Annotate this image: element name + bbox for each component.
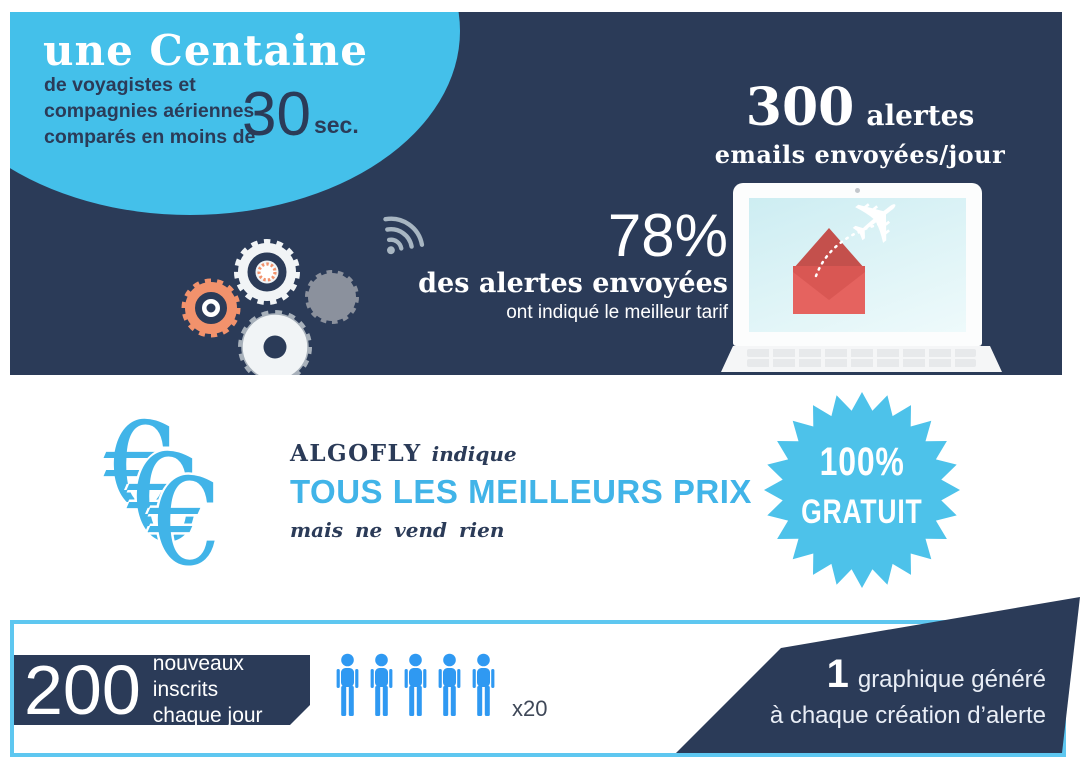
free-badge: 100% GRATUIT [762, 390, 962, 590]
algofly-message: ALGOFLY indique TOUS LES MEILLEURS PRIX … [290, 440, 752, 542]
stat-30-value: 30 [242, 80, 311, 149]
graph-line1: graphique généré [857, 666, 1046, 693]
stat-300-alerts: 300 alertes emails envoyées/jour [700, 77, 1020, 170]
euro-icon: € [104, 398, 181, 537]
gear-icon-gray [305, 270, 359, 324]
intro-line-3: comparés en moins de [44, 126, 256, 148]
envelope-icon [793, 228, 865, 314]
intro-line-1: de voyagistes et [44, 74, 196, 96]
graph-line2: à chaque création d’alerte [769, 702, 1046, 729]
brand-suffix: indique [431, 442, 517, 466]
stat-300-subtitle: emails envoyées/jour [714, 140, 1006, 169]
dashed-trail [814, 222, 882, 278]
stat-300-value: 300 [745, 77, 855, 138]
wifi-signal-icon [383, 216, 425, 255]
gears-illustration [181, 239, 359, 375]
person-icon [404, 653, 427, 716]
euro-icon: € [127, 430, 204, 569]
laptop-keyboard [721, 346, 1002, 372]
keyboard-row [747, 359, 976, 367]
people-multiplier: x20 [512, 696, 548, 721]
stat-78-line1: des alertes envoyées [418, 268, 728, 299]
badge-100-percent: 100% [819, 440, 905, 484]
person-icon [438, 653, 461, 716]
top-stats-band: une Centaine de voyagistes et compagnies… [10, 12, 1062, 375]
intro-line-2: compagnies aériennes [44, 100, 255, 122]
tagline: mais ne vend rien [290, 518, 505, 542]
brand-name: ALGOFLY [290, 440, 422, 467]
signups-line2: chaque jour [152, 704, 263, 727]
signups-value: 200 [24, 651, 141, 729]
stat-30-seconds: 30 sec. [242, 80, 359, 149]
gear-icon-white [234, 239, 300, 305]
intro-title: une Centaine [43, 26, 368, 75]
stat-300-label: alertes [866, 99, 975, 132]
gear-icon-orange [181, 278, 241, 338]
signups-banner: 200 nouveaux inscrits chaque jour [14, 655, 310, 725]
euro-icon: € [148, 454, 225, 593]
starburst-icon [764, 392, 960, 588]
laptop-camera-dot [855, 188, 860, 193]
stat-78-percent: 78% des alertes envoyées ont indiqué le … [410, 206, 728, 324]
person-icon [336, 653, 359, 716]
stat-30-unit: sec. [313, 112, 359, 139]
person-icon [370, 653, 393, 716]
gear-icon-outline [238, 310, 312, 375]
stat-78-value: 78% [607, 202, 728, 269]
stat-78-line2: ont indiqué le meilleur tarif [506, 302, 728, 323]
keyboard-row [747, 349, 976, 357]
intro-description: de voyagistes et compagnies aériennes co… [44, 72, 255, 150]
person-icon [472, 653, 495, 716]
people-icons [334, 653, 497, 717]
graph-value: 1 [826, 652, 849, 696]
headline-best-prices: TOUS LES MEILLEURS PRIX [290, 473, 752, 510]
badge-gratuit: GRATUIT [801, 493, 923, 531]
signups-line1: nouveaux inscrits [152, 652, 244, 701]
